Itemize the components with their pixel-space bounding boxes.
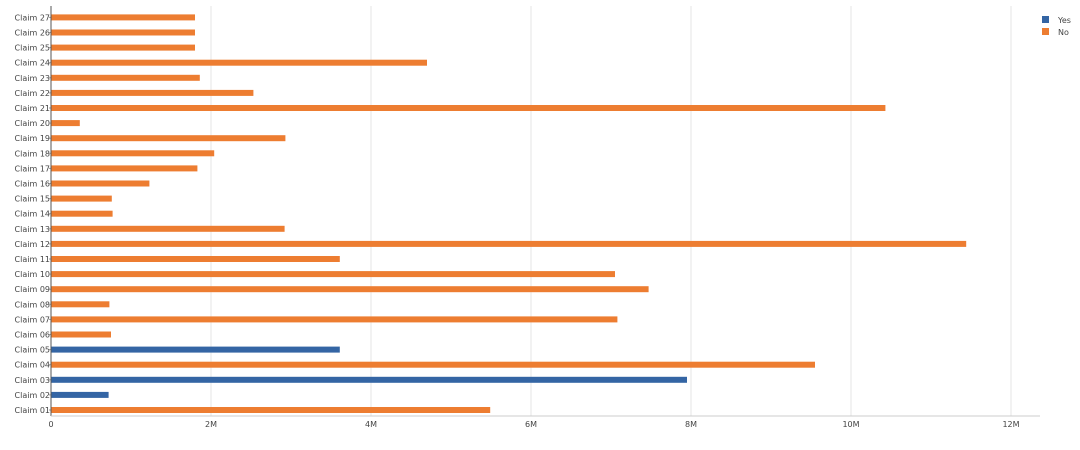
axes: 0 2M 4M 6M 8M 10M 12M Claim 01 Claim 02 Claim 03 C… <box>15 6 1040 429</box>
bar-no-claim-10[interactable] <box>51 271 615 278</box>
y-tick-label: Claim 21 <box>15 104 50 113</box>
legend-label-yes[interactable]: Yes <box>1057 16 1071 25</box>
bar-no-claim-16[interactable] <box>51 180 150 187</box>
x-tick-label: 12M <box>1002 420 1019 429</box>
bar-yes-claim-05[interactable] <box>51 346 340 353</box>
y-tick-label: Claim 09 <box>15 285 50 294</box>
bar-no-claim-14[interactable] <box>51 210 113 217</box>
legend-swatch-no <box>1042 28 1049 35</box>
y-tick-label: Claim 13 <box>15 225 50 234</box>
bar-no-claim-08[interactable] <box>51 301 110 308</box>
legend-label-no[interactable]: No <box>1058 28 1069 37</box>
x-tick-label: 0 <box>48 420 53 429</box>
bar-no-claim-07[interactable] <box>51 316 618 323</box>
y-tick-label: Claim 07 <box>15 315 50 324</box>
bar-no-claim-22[interactable] <box>51 89 254 96</box>
x-tick-label: 6M <box>525 420 537 429</box>
bar-no-claim-06[interactable] <box>51 331 111 338</box>
y-tick-label: Claim 22 <box>15 89 50 98</box>
y-tick-label: Claim 16 <box>15 180 50 189</box>
bar-no-claim-12[interactable] <box>51 240 967 247</box>
bar-no-claim-01[interactable] <box>51 407 491 413</box>
y-tick-label: Claim 02 <box>15 391 50 400</box>
y-tick-label: Claim 01 <box>15 406 50 415</box>
x-tick-label: 10M <box>842 420 859 429</box>
bar-no-claim-04[interactable] <box>51 361 815 368</box>
bars <box>51 14 967 413</box>
bar-no-claim-26[interactable] <box>51 29 195 36</box>
y-tick-label: Claim 12 <box>15 240 50 249</box>
bar-no-claim-24[interactable] <box>51 59 427 66</box>
x-tick-label: 2M <box>205 420 217 429</box>
bar-no-claim-13[interactable] <box>51 225 285 232</box>
y-tick-label: Claim 17 <box>15 164 50 173</box>
y-tick-label: Claim 06 <box>15 331 50 340</box>
y-tick-label: Claim 25 <box>15 44 50 53</box>
bar-no-claim-27[interactable] <box>51 14 195 21</box>
legend-swatch-yes <box>1042 16 1049 23</box>
y-tick-label: Claim 24 <box>15 59 50 68</box>
y-tick-label: Claim 11 <box>15 255 50 264</box>
y-tick-label: Claim 19 <box>15 134 50 143</box>
bar-no-claim-18[interactable] <box>51 150 215 157</box>
bar-no-claim-21[interactable] <box>51 105 886 111</box>
bar-yes-claim-02[interactable] <box>51 391 109 398</box>
bar-no-claim-17[interactable] <box>51 165 198 172</box>
bar-no-claim-20[interactable] <box>51 120 80 127</box>
bar-no-claim-23[interactable] <box>51 74 200 81</box>
bar-no-claim-09[interactable] <box>51 286 649 293</box>
y-tick-label: Claim 03 <box>15 376 50 385</box>
y-tick-label: Claim 26 <box>15 29 50 38</box>
x-tick-label: 4M <box>365 420 377 429</box>
y-tick-label: Claim 18 <box>15 149 50 158</box>
legend[interactable]: Yes No <box>1042 16 1071 37</box>
y-tick-label: Claim 23 <box>15 74 50 83</box>
bar-no-claim-11[interactable] <box>51 256 340 262</box>
bar-no-claim-15[interactable] <box>51 195 112 202</box>
bar-yes-claim-03[interactable] <box>51 376 687 383</box>
bar-no-claim-19[interactable] <box>51 135 286 142</box>
x-tick-label: 8M <box>685 420 697 429</box>
bar-no-claim-25[interactable] <box>51 44 195 51</box>
y-tick-label: Claim 10 <box>15 270 50 279</box>
y-tick-label: Claim 05 <box>15 346 50 355</box>
grid-lines <box>210 6 1012 416</box>
y-tick-label: Claim 20 <box>15 119 50 128</box>
y-tick-label: Claim 27 <box>15 13 50 22</box>
y-tick-label: Claim 14 <box>15 210 50 219</box>
y-tick-label: Claim 15 <box>15 195 50 204</box>
y-tick-label: Claim 08 <box>15 300 50 309</box>
y-tick-label: Claim 04 <box>15 361 50 370</box>
